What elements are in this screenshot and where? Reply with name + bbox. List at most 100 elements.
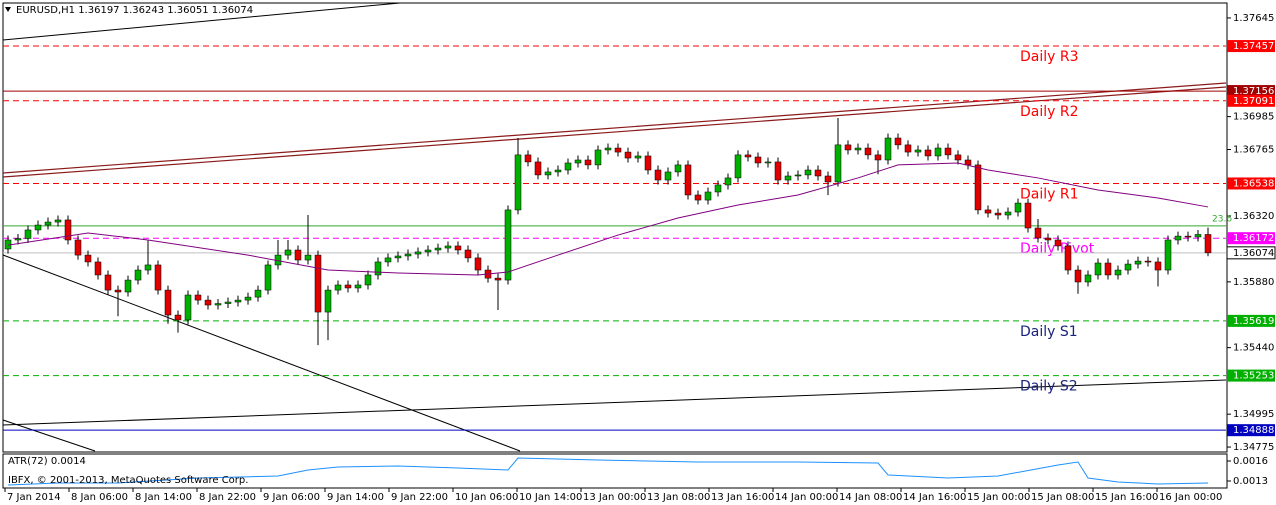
x-tick-label: 13 Jan 16:00 (711, 492, 774, 503)
price-box (1227, 177, 1275, 190)
candle-body (564, 162, 572, 171)
candle-body (534, 161, 542, 176)
candle-body (294, 249, 302, 261)
candle-body (1044, 237, 1052, 241)
trend-line (2, 82, 1227, 174)
y-tick-label: 1.36765 (1233, 145, 1274, 156)
candle-body (194, 294, 202, 301)
candle-body (1034, 227, 1042, 239)
price-box-label: 1.35253 (1233, 371, 1274, 382)
candle-body (264, 264, 272, 291)
candle-body (1014, 202, 1022, 213)
candle-body (724, 177, 732, 186)
price-box-label: 1.35619 (1233, 316, 1274, 327)
candle-body (684, 164, 692, 196)
candle-body (154, 264, 162, 291)
candle-body (354, 284, 362, 289)
candle-body (594, 149, 602, 166)
candle-body (504, 209, 512, 281)
candle-body (34, 224, 42, 231)
candle-body (164, 289, 172, 316)
candle-body (514, 154, 522, 211)
candle-body (444, 245, 452, 249)
candle-body (1174, 235, 1182, 241)
candle-body (864, 147, 872, 156)
candle-body (544, 171, 552, 176)
fib-label: 23.6 (1212, 214, 1232, 224)
candle-body (144, 264, 152, 271)
candle-body (454, 245, 462, 251)
candle-body (234, 299, 242, 303)
candle-body (94, 261, 102, 276)
candle-body (674, 164, 682, 173)
candle-body (1194, 234, 1202, 238)
candle-body (104, 274, 112, 291)
x-tick-label: 15 Jan 16:00 (1095, 492, 1158, 503)
candle-body (1124, 263, 1132, 271)
candle-body (614, 147, 622, 153)
price-box (1227, 94, 1275, 107)
candle-body (434, 247, 442, 251)
y-tick-label: 0.0016 (1233, 456, 1268, 467)
candle-body (1134, 260, 1142, 265)
candle-body (1064, 245, 1072, 271)
candle-body (744, 154, 752, 158)
candle-body (814, 169, 822, 177)
candle-body (304, 254, 312, 261)
candle-body (664, 171, 672, 181)
candle-body (1184, 235, 1192, 238)
candle-body (1054, 239, 1062, 247)
candle-body (174, 314, 182, 321)
candle-body (584, 159, 592, 166)
y-tick-label: 1.34995 (1233, 409, 1274, 420)
price-box (1226, 246, 1276, 260)
level-label: Daily R3 (1020, 49, 1079, 65)
candle-body (124, 279, 132, 293)
price-box-label: 1.36172 (1233, 233, 1274, 244)
x-tick-label: 13 Jan 08:00 (647, 492, 710, 503)
x-tick-label: 16 Jan 00:00 (1159, 492, 1222, 503)
candle-body (374, 261, 382, 276)
candle-body (834, 144, 842, 183)
candle-body (1074, 269, 1082, 283)
candle-body (1164, 239, 1172, 271)
candle-body (254, 289, 262, 298)
x-tick-label: 8 Jan 22:00 (199, 492, 256, 503)
candle-body (494, 277, 502, 281)
x-tick-label: 14 Jan 16:00 (903, 492, 966, 503)
candle-body (1114, 269, 1122, 276)
candle-body (984, 209, 992, 214)
x-tick-label: 14 Jan 00:00 (775, 492, 838, 503)
candle-body (874, 154, 882, 161)
atr-line (7, 457, 1209, 486)
price-box (1227, 424, 1275, 437)
candle-body (114, 289, 122, 293)
candle-body (774, 161, 782, 181)
candle-body (944, 147, 952, 156)
level-label: Daily S1 (1020, 324, 1078, 340)
y-tick-label: 1.35440 (1233, 343, 1274, 354)
footer: IBFX, © 2001-2013, MetaQuotes Software C… (8, 475, 248, 486)
price-box-label: 1.36074 (1233, 248, 1274, 259)
candle-body (974, 164, 982, 211)
candle-body (704, 191, 712, 201)
candle-body (1204, 234, 1212, 254)
candle-body (224, 301, 232, 304)
y-tick-label: 1.37645 (1233, 13, 1274, 24)
price-box (1227, 40, 1275, 53)
x-tick-label: 10 Jan 14:00 (519, 492, 582, 503)
candle-body (844, 144, 852, 151)
candle-body (824, 175, 832, 183)
candle-body (384, 257, 392, 263)
candle-body (644, 155, 652, 171)
level-label: Daily R1 (1020, 186, 1079, 202)
x-tick-label: 15 Jan 00:00 (967, 492, 1030, 503)
candle-body (714, 184, 722, 193)
header-icon (5, 7, 11, 12)
price-box-label: 1.36538 (1233, 178, 1274, 189)
candle-body (424, 249, 432, 253)
candle-body (414, 251, 422, 255)
candle-body (1024, 202, 1032, 229)
price-box-label: 1.37457 (1233, 41, 1274, 52)
